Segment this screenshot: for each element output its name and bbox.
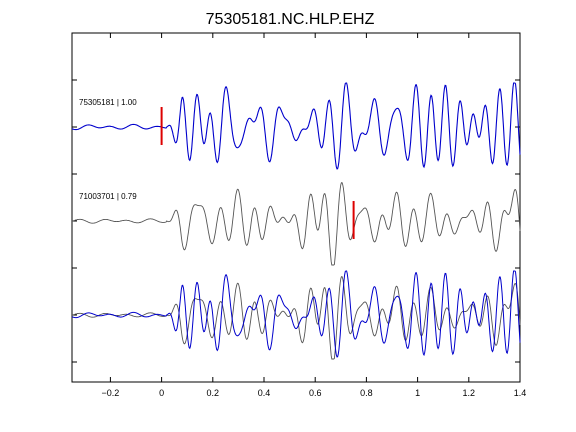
axis-ticks: −0.2 0 0.2 0.4 0.6 0.8 1 1.2 1.4 [72, 33, 526, 398]
chart-title: 75305181.NC.HLP.EHZ [206, 11, 375, 28]
x-tick-label: 1.4 [514, 388, 527, 398]
trace-label: 71003701 | 0.79 [79, 192, 137, 201]
traces-group [71, 82, 521, 360]
x-tick-label: 0.6 [309, 388, 322, 398]
x-tick-label: 0.4 [258, 388, 271, 398]
x-tick-label: 0.2 [207, 388, 220, 398]
x-tick-label: 0.8 [360, 388, 373, 398]
trace-label: 75305181 | 1.00 [79, 98, 137, 107]
plot-frame [71, 32, 521, 383]
x-tick-label: 1.2 [463, 388, 476, 398]
trace-labels: 75305181 | 1.00 71003701 | 0.79 [79, 98, 137, 201]
trace-1 [71, 82, 521, 170]
trace-2 [71, 182, 521, 266]
x-tick-label: −0.2 [102, 388, 120, 398]
overlay-trace-primary [71, 270, 521, 358]
x-tick-label: 0 [159, 388, 164, 398]
overlay-trace-secondary [71, 276, 521, 360]
x-tick-label: 1 [415, 388, 420, 398]
